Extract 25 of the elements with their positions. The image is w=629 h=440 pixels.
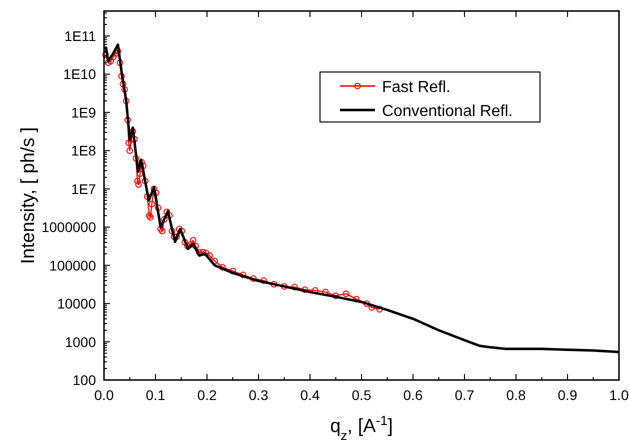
x-tick-label: 0.6 bbox=[403, 387, 423, 403]
y-tick-label: 1E9 bbox=[71, 104, 96, 120]
y-tick-label: 1E7 bbox=[71, 180, 96, 197]
x-tick-label: 0.5 bbox=[352, 387, 372, 403]
legend-label: Fast Refl. bbox=[382, 79, 450, 96]
y-tick-label: 10000 bbox=[57, 296, 96, 312]
y-tick-label: 1000000 bbox=[41, 219, 96, 236]
y-tick-label: 1E8 bbox=[71, 142, 96, 159]
x-tick-label: 1.0 bbox=[609, 387, 629, 403]
x-tick-label: 0.4 bbox=[300, 387, 320, 403]
y-tick-label: 1E10 bbox=[63, 66, 96, 82]
y-tick-label: 1000 bbox=[64, 334, 96, 350]
x-tick-label: 0.7 bbox=[454, 387, 474, 403]
x-tick-label: 0.3 bbox=[248, 387, 268, 403]
x-tick-label: 0.9 bbox=[558, 387, 578, 403]
y-axis-title: Intensity, [ ph/s ] bbox=[18, 127, 39, 264]
x-tick-label: 0.1 bbox=[146, 387, 166, 403]
x-tick-label: 0.2 bbox=[197, 387, 217, 403]
y-tick-label: 100 bbox=[72, 372, 96, 388]
x-tick-label: 0.0 bbox=[94, 387, 114, 403]
y-tick-label: 100000 bbox=[49, 257, 96, 274]
y-tick-label: 1E11 bbox=[64, 28, 96, 44]
legend-label: Conventional Refl. bbox=[382, 103, 513, 120]
x-axis-title: q$_{z}$, [A$^{-1}$] bbox=[330, 412, 393, 440]
x-tick-label: 0.8 bbox=[506, 387, 526, 403]
